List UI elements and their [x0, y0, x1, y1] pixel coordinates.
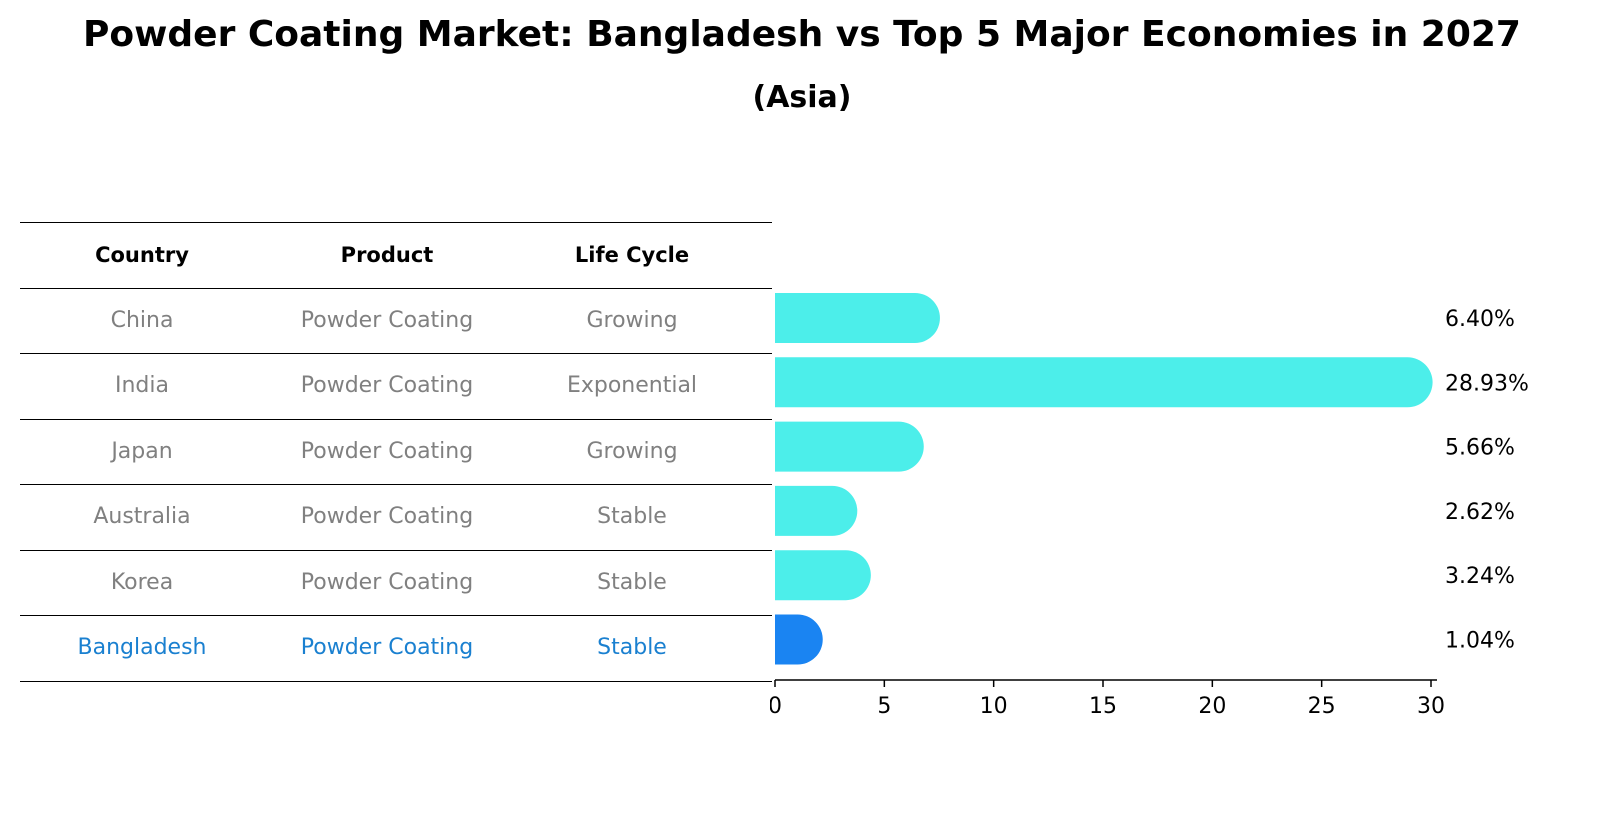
table-cell: Stable — [597, 569, 667, 595]
table-cell: India — [115, 373, 169, 398]
table-cell-highlight: Stable — [597, 635, 667, 660]
table-cell: Stable — [597, 504, 667, 529]
table-cell: Powder Coating — [300, 373, 474, 398]
bar-chart: 6.40% 28.93% 5.66% 2.62% 3.24% 1.04% 0 5 10 15 20 2… — [770, 293, 1529, 719]
bar — [775, 485, 858, 536]
table-cell: Growing — [586, 438, 678, 464]
x-tick-label: 30 — [1417, 694, 1445, 719]
table-cell: Powder Coating — [300, 569, 474, 595]
bar — [775, 550, 871, 601]
table-cell-highlight: Powder Coating — [300, 635, 474, 660]
x-tick-label: 20 — [1198, 694, 1226, 719]
table-cell: China — [110, 307, 174, 333]
value-label: 6.40% — [1445, 307, 1515, 332]
chart-title: Powder Coating Market: Bangladesh vs Top… — [83, 14, 1521, 55]
bar — [775, 421, 924, 472]
table-rule — [20, 222, 772, 223]
table-cell: Powder Coating — [300, 438, 474, 464]
table-rule — [20, 549, 772, 551]
table-cell-highlight: Bangladesh — [77, 635, 207, 660]
value-label: 5.66% — [1445, 436, 1515, 461]
table-cell: Australia — [93, 504, 191, 529]
table-header-cell: Country — [95, 243, 189, 267]
x-tick-label: 10 — [980, 694, 1008, 719]
value-label: 2.62% — [1445, 500, 1515, 525]
value-label: 1.04% — [1445, 629, 1515, 654]
table-rule — [20, 484, 772, 485]
table-cell: Powder Coating — [300, 504, 474, 529]
table-rule — [20, 353, 772, 354]
x-tick-label: 25 — [1308, 694, 1336, 719]
table-rule — [20, 615, 772, 616]
value-label: 3.24% — [1445, 564, 1515, 589]
table-rule — [20, 680, 772, 682]
table-header-cell: Life Cycle — [574, 243, 690, 267]
bar — [775, 293, 940, 343]
table-rule — [20, 418, 772, 420]
table-cell: Japan — [111, 438, 173, 464]
table-cell: Growing — [586, 307, 678, 333]
table-cell: Powder Coating — [300, 307, 474, 333]
table-cell: Exponential — [566, 373, 698, 398]
x-tick-label: 5 — [877, 694, 891, 719]
bar-bangladesh — [775, 614, 823, 665]
x-tick-label: 0 — [770, 694, 782, 719]
value-label: 28.93% — [1445, 371, 1529, 396]
table-cell: Korea — [110, 569, 174, 595]
x-tick-label: 15 — [1089, 694, 1117, 719]
bar — [775, 357, 1433, 408]
chart-subtitle: (Asia) — [752, 80, 852, 115]
table-rule — [20, 287, 772, 289]
table-header-cell: Product — [340, 243, 434, 267]
